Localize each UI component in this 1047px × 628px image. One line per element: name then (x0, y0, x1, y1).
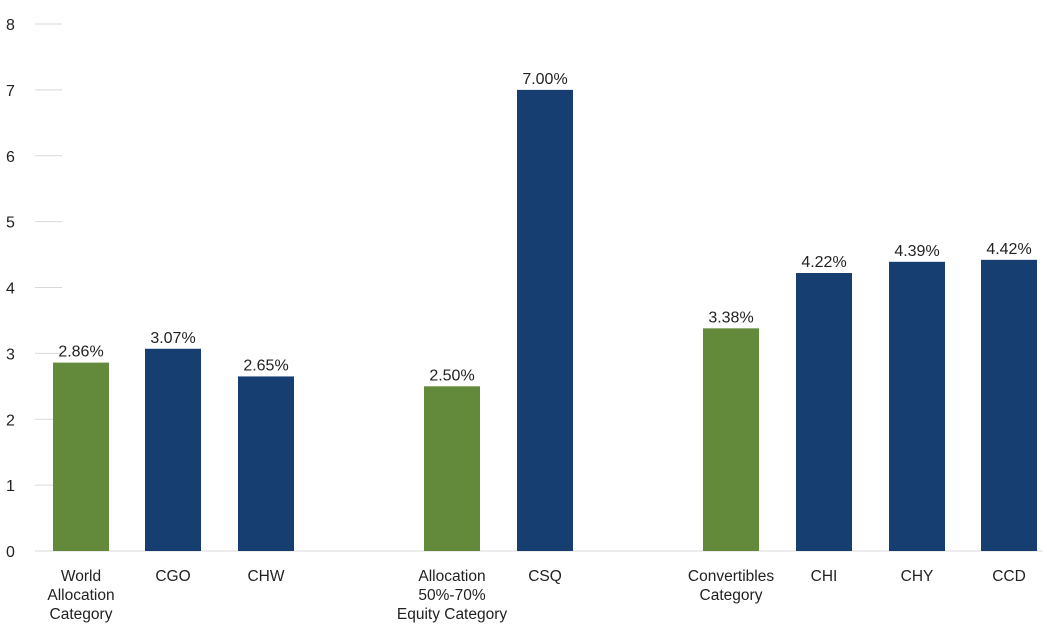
y-tick-label: 1 (6, 478, 15, 495)
bar (424, 386, 480, 551)
y-axis: 0 1 2 3 4 5 6 7 8 (6, 17, 62, 561)
data-label: 3.07% (150, 330, 195, 347)
y-tick-label: 3 (6, 346, 15, 363)
y-tick-label: 6 (6, 149, 15, 166)
data-label: 2.86% (58, 344, 103, 361)
category-label: Convertibles Category (688, 568, 774, 604)
y-tick-label: 8 (6, 17, 15, 34)
category-label: CCD (992, 568, 1026, 585)
y-tick-label: 4 (6, 281, 15, 298)
bar (889, 261, 945, 551)
data-label: 3.38% (708, 309, 753, 326)
data-label: 7.00% (522, 71, 567, 88)
bar (796, 273, 852, 551)
bar (238, 376, 294, 551)
y-tick-label: 2 (6, 412, 15, 429)
category-label: CHW (247, 568, 284, 585)
bar (145, 348, 201, 551)
data-label: 4.39% (894, 243, 939, 260)
data-label: 4.22% (801, 254, 846, 271)
data-label: 2.50% (429, 367, 474, 384)
bars (53, 89, 1037, 551)
category-label: CHY (901, 568, 934, 585)
y-tick-label: 5 (6, 215, 15, 232)
y-tick-label: 7 (6, 83, 15, 100)
category-label: CHI (811, 568, 838, 585)
category-label: World Allocation Category (47, 568, 114, 623)
category-label: Allocation 50%-70% Equity Category (397, 568, 508, 623)
bar (517, 89, 573, 551)
category-label: CSQ (528, 568, 562, 585)
value-labels: 2.86% 3.07% 2.65% 2.50% 7.00% 3.38% 4.22% 4.39%… (58, 71, 1031, 384)
data-label: 4.42% (986, 241, 1031, 258)
category-labels: World Allocation Category CGO CHW Allocation 5… (47, 568, 1025, 623)
category-label: CGO (155, 568, 190, 585)
data-label: 2.65% (243, 357, 288, 374)
bar (703, 328, 759, 551)
bar (53, 362, 109, 551)
bar (981, 259, 1037, 551)
y-tick-label: 0 (6, 544, 15, 561)
